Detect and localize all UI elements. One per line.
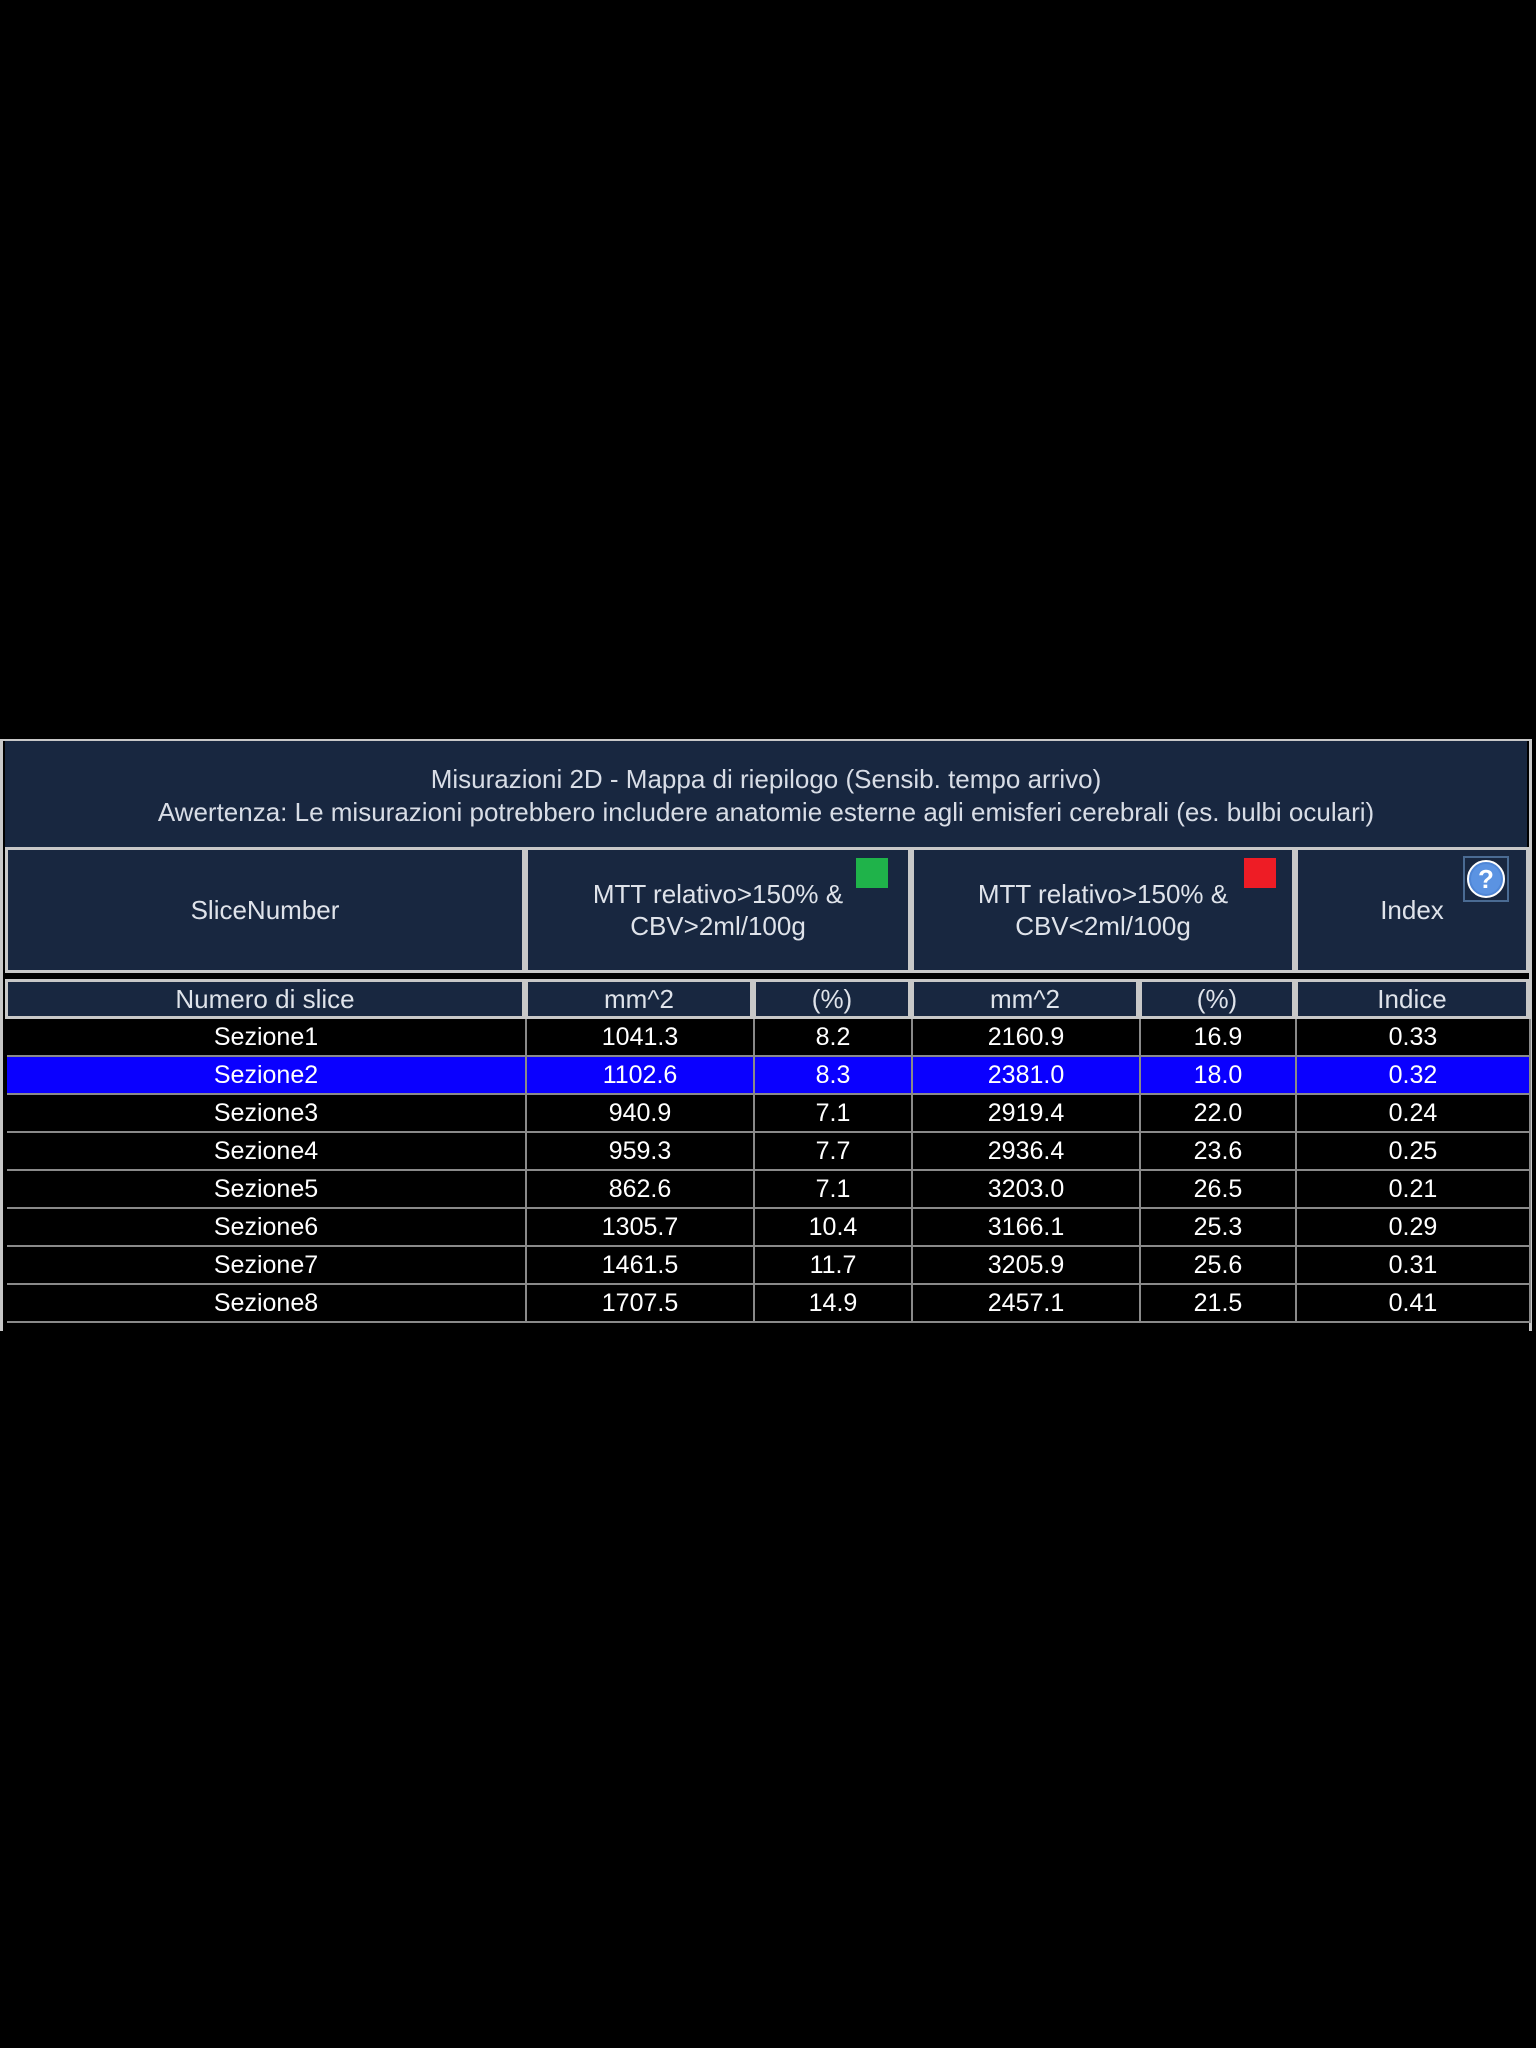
cell-g2-pct: 26.5 (1141, 1171, 1297, 1207)
help-icon[interactable]: ? (1463, 856, 1509, 902)
cell-g1-area: 1305.7 (527, 1209, 755, 1245)
cell-g2-area: 3166.1 (913, 1209, 1141, 1245)
subheader-g2-percent: (%) (1139, 979, 1295, 1019)
cell-g1-area: 1461.5 (527, 1247, 755, 1283)
subheader-g1-percent: (%) (753, 979, 911, 1019)
cell-name: Sezione6 (7, 1209, 527, 1245)
header-slice-number: SliceNumber (5, 847, 525, 973)
cell-g1-pct: 7.7 (755, 1133, 913, 1169)
cell-g1-area: 1102.6 (527, 1057, 755, 1093)
cell-g1-pct: 8.2 (755, 1019, 913, 1055)
cell-g2-pct: 16.9 (1141, 1019, 1297, 1055)
cell-g2-pct: 22.0 (1141, 1095, 1297, 1131)
table-title: Misurazioni 2D - Mappa di riepilogo (Sen… (5, 741, 1527, 847)
header-group1-line2: CBV>2ml/100g (630, 911, 806, 941)
table-row[interactable]: Sezione5 862.6 7.1 3203.0 26.5 0.21 (7, 1171, 1531, 1209)
cell-g2-area: 2457.1 (913, 1285, 1141, 1321)
cell-g2-area: 2936.4 (913, 1133, 1141, 1169)
subheader-g2-area: mm^2 (911, 979, 1139, 1019)
cell-name: Sezione3 (7, 1095, 527, 1131)
cell-g1-area: 862.6 (527, 1171, 755, 1207)
header-group-cbv-above: MTT relativo>150% & CBV>2ml/100g (525, 847, 911, 973)
cell-index: 0.32 (1297, 1057, 1531, 1093)
cell-g1-pct: 11.7 (755, 1247, 913, 1283)
cell-index: 0.29 (1297, 1209, 1531, 1245)
cell-name: Sezione7 (7, 1247, 527, 1283)
table-row[interactable]: Sezione1 1041.3 8.2 2160.9 16.9 0.33 (7, 1019, 1531, 1057)
subheader-slice-number: Numero di slice (5, 979, 525, 1019)
table-row[interactable]: Sezione7 1461.5 11.7 3205.9 25.6 0.31 (7, 1247, 1531, 1285)
cell-index: 0.41 (1297, 1285, 1531, 1321)
cell-g2-pct: 25.3 (1141, 1209, 1297, 1245)
cell-name: Sezione4 (7, 1133, 527, 1169)
cell-g2-area: 3205.9 (913, 1247, 1141, 1283)
cell-g1-area: 1707.5 (527, 1285, 755, 1321)
cell-name: Sezione5 (7, 1171, 527, 1207)
svg-text:?: ? (1478, 864, 1494, 894)
cell-g2-pct: 21.5 (1141, 1285, 1297, 1321)
green-swatch-icon (856, 858, 888, 888)
title-line-1: Misurazioni 2D - Mappa di riepilogo (Sen… (430, 764, 1102, 794)
table-row[interactable]: Sezione2 1102.6 8.3 2381.0 18.0 0.32 (7, 1057, 1531, 1095)
cell-g2-pct: 23.6 (1141, 1133, 1297, 1169)
measurement-rows: Sezione1 1041.3 8.2 2160.9 16.9 0.33 Sezione2 1… (7, 1019, 1531, 1323)
red-swatch-icon (1244, 858, 1276, 888)
cell-g1-area: 1041.3 (527, 1019, 755, 1055)
table-row[interactable]: Sezione6 1305.7 10.4 3166.1 25.3 0.29 (7, 1209, 1531, 1247)
header-group-cbv-below: MTT relativo>150% & CBV<2ml/100g (911, 847, 1295, 973)
table-row[interactable]: Sezione8 1707.5 14.9 2457.1 21.5 0.41 (7, 1285, 1531, 1323)
cell-index: 0.31 (1297, 1247, 1531, 1283)
cell-g2-pct: 18.0 (1141, 1057, 1297, 1093)
cell-g2-pct: 25.6 (1141, 1247, 1297, 1283)
subheader-index: Indice (1295, 979, 1529, 1019)
cell-g1-pct: 7.1 (755, 1171, 913, 1207)
cell-index: 0.21 (1297, 1171, 1531, 1207)
cell-index: 0.24 (1297, 1095, 1531, 1131)
cell-index: 0.25 (1297, 1133, 1531, 1169)
cell-g1-area: 959.3 (527, 1133, 755, 1169)
cell-name: Sezione1 (7, 1019, 527, 1055)
cell-g2-area: 3203.0 (913, 1171, 1141, 1207)
cell-g1-pct: 10.4 (755, 1209, 913, 1245)
table-row[interactable]: Sezione3 940.9 7.1 2919.4 22.0 0.24 (7, 1095, 1531, 1133)
cell-g2-area: 2381.0 (913, 1057, 1141, 1093)
cell-g1-pct: 7.1 (755, 1095, 913, 1131)
subheader-g1-area: mm^2 (525, 979, 753, 1019)
cell-g2-area: 2919.4 (913, 1095, 1141, 1131)
cell-g1-area: 940.9 (527, 1095, 755, 1131)
summary-measurements-panel: Misurazioni 2D - Mappa di riepilogo (Sen… (0, 739, 1532, 1331)
header-group1-line1: MTT relativo>150% & (592, 879, 844, 909)
cell-name: Sezione8 (7, 1285, 527, 1321)
header-group2-line1: MTT relativo>150% & (977, 879, 1229, 909)
cell-g1-pct: 8.3 (755, 1057, 913, 1093)
cell-g2-area: 2160.9 (913, 1019, 1141, 1055)
warning-line: Awertenza: Le misurazioni potrebbero inc… (157, 797, 1375, 827)
cell-name: Sezione2 (7, 1057, 527, 1093)
table-row[interactable]: Sezione4 959.3 7.7 2936.4 23.6 0.25 (7, 1133, 1531, 1171)
question-mark-icon: ? (1467, 860, 1505, 898)
cell-index: 0.33 (1297, 1019, 1531, 1055)
header-group2-line2: CBV<2ml/100g (1015, 911, 1191, 941)
cell-g1-pct: 14.9 (755, 1285, 913, 1321)
